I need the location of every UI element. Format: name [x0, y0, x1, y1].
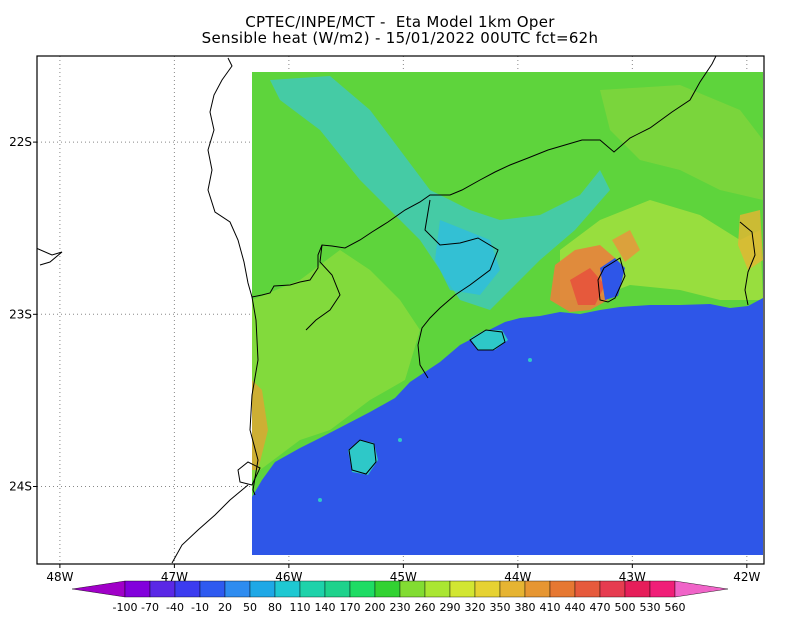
colorbar-swatch [449, 580, 476, 598]
colorbar-label: 140 [315, 601, 336, 614]
island-outline-sp [237, 461, 261, 486]
lat-tick-label: 24S [9, 480, 32, 494]
warm-area-niteroi [612, 230, 640, 262]
colorbar-swatch [374, 580, 401, 598]
chart-title-line1: CPTEC/INPE/MCT - Eta Model 1km Oper [245, 13, 555, 31]
colorbar-label: 350 [490, 601, 511, 614]
colorbar-label: 470 [590, 601, 611, 614]
ilhabela [348, 440, 378, 475]
colorbar-label: 260 [415, 601, 436, 614]
colorbar-swatch [349, 580, 376, 598]
river-valley-cool-band [270, 76, 610, 310]
coastal-speck [318, 498, 322, 502]
colorbar-label: 380 [515, 601, 536, 614]
colorbar-label: 560 [665, 601, 686, 614]
coastal-speck [398, 438, 402, 442]
colorbar-label: -70 [141, 601, 159, 614]
lon-tick-label: 48W [46, 570, 73, 584]
coastline-parana [171, 484, 249, 564]
colorbar [71, 580, 729, 598]
colorbar-labels: -100 -70 -40 -10 20 50 80 110 140 170 200 230 260 290… [113, 601, 686, 614]
boundaries [37, 56, 756, 564]
colorbar-label: -40 [166, 601, 184, 614]
land-warm-patch-west [252, 250, 420, 480]
colorbar-label: 440 [565, 601, 586, 614]
colorbar-swatch [124, 580, 151, 598]
ilha-grande-outline [469, 329, 506, 351]
warm-strip-west [252, 380, 268, 470]
colorbar-label: 320 [465, 601, 486, 614]
colorbar-swatch [399, 580, 426, 598]
colorbar-swatch [499, 580, 526, 598]
state-border-north [207, 56, 717, 298]
lon-tick-label: 45W [390, 570, 417, 584]
state-border-sp-west [249, 296, 259, 496]
colorbar-swatch [599, 580, 626, 598]
lon-tick-label: 43W [619, 570, 646, 584]
colorbar-label: -100 [113, 601, 138, 614]
colorbar-swatch [649, 580, 676, 598]
colorbar-label: 80 [268, 601, 282, 614]
colorbar-swatch [149, 580, 176, 598]
colorbar-label: 530 [640, 601, 661, 614]
state-border-rj [417, 199, 499, 379]
colorbar-label: 50 [243, 601, 257, 614]
colorbar-label: 170 [340, 601, 361, 614]
map-frame [36, 55, 765, 565]
colorbar-swatch [299, 580, 326, 598]
colorbar-swatch [474, 580, 501, 598]
colorbar-swatch [524, 580, 551, 598]
colorbar-label: 410 [540, 601, 561, 614]
colorbar-swatch [549, 580, 576, 598]
ilha-grande [470, 330, 508, 350]
land-warm-patch-north [600, 85, 763, 200]
sensible-heat-field [252, 72, 763, 555]
colorbar-arrow-low [71, 580, 126, 598]
cabo-frio-outline [739, 221, 756, 306]
colorbar-swatch [574, 580, 601, 598]
colorbar-swatch [199, 580, 226, 598]
colorbar-label: -10 [191, 601, 209, 614]
colorbar-swatch [624, 580, 651, 598]
lon-tick-label: 42W [733, 570, 760, 584]
colorbar-swatch [424, 580, 451, 598]
colorbar-swatch [324, 580, 351, 598]
latitude-labels: 22S 23S 24S [9, 135, 37, 494]
colorbar-swatch [274, 580, 301, 598]
lon-tick-label: 46W [275, 570, 302, 584]
state-border-sp-mg [305, 244, 341, 331]
hot-core-rio [570, 268, 605, 305]
state-border-west [37, 247, 63, 266]
ocean [252, 298, 763, 555]
colorbar-label: 200 [365, 601, 386, 614]
ilhabela-outline [348, 439, 377, 475]
valley-cool-core [435, 220, 500, 295]
colorbar-swatch [224, 580, 251, 598]
longitude-labels: 48W 47W 46W 45W 44W 43W 42W [46, 564, 761, 584]
lat-tick-label: 22S [9, 135, 32, 149]
coastal-speck [528, 358, 532, 362]
colorbar-label: 290 [440, 601, 461, 614]
colorbar-arrow-high [674, 580, 729, 598]
chart-title-line2: Sensible heat (W/m2) - 15/01/2022 00UTC … [201, 29, 599, 47]
colorbar-label: 110 [290, 601, 311, 614]
lat-tick-label: 23S [9, 307, 32, 321]
lon-tick-label: 44W [504, 570, 531, 584]
colorbar-swatch [249, 580, 276, 598]
colorbar-swatch [174, 580, 201, 598]
colorbar-label: 20 [218, 601, 232, 614]
colorbar-label: 230 [390, 601, 411, 614]
colorbar-label: 500 [615, 601, 636, 614]
lon-tick-label: 47W [161, 570, 188, 584]
guanabara-outline [597, 257, 626, 303]
